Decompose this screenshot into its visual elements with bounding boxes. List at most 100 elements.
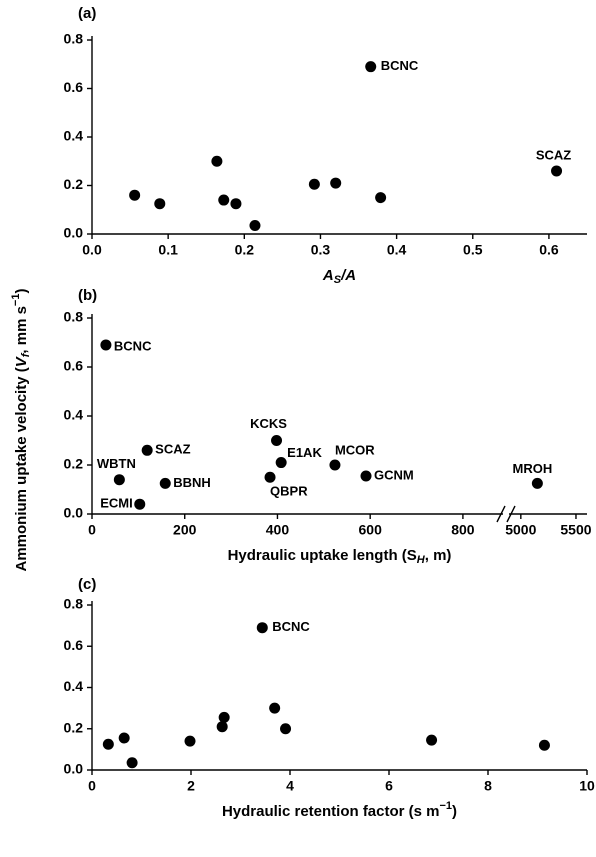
y-tick-label: 0.2: [64, 719, 84, 735]
y-axis-label-part: , mm s: [13, 306, 30, 354]
y-tick-label: 0.4: [64, 128, 84, 144]
x-axis-label: AS/A: [322, 267, 356, 286]
x-tick-label: 5000: [505, 522, 536, 538]
x-tick-label: 600: [359, 522, 383, 538]
point: [218, 711, 230, 723]
x-tick-label: 2: [187, 778, 195, 794]
point: [134, 498, 146, 510]
point: [271, 435, 283, 446]
x-axis-label: Hydraulic uptake length (SH, m): [228, 547, 452, 566]
y-tick-label: 0.8: [64, 309, 84, 325]
x-axis-label-part: A: [322, 267, 334, 284]
point-label: QBPR: [270, 484, 308, 499]
x-tick-label: 8: [484, 778, 492, 794]
y-axis-label-part: ): [13, 289, 30, 294]
y-tick-label: 0.0: [64, 761, 84, 777]
x-tick-label: 200: [173, 522, 197, 538]
point-label: WBTN: [97, 456, 136, 471]
x-axis-label: Hydraulic retention factor (s m−1): [222, 800, 457, 820]
point: [216, 721, 228, 733]
point: [308, 178, 320, 190]
point-label: BCNC: [381, 58, 419, 73]
point: [230, 198, 242, 210]
x-axis-label-part: S: [334, 274, 342, 286]
point: [269, 702, 281, 714]
point: [256, 622, 268, 634]
y-tick-label: 0.0: [64, 225, 84, 241]
point: [360, 470, 372, 482]
point-label: GCNM: [374, 467, 414, 482]
y-tick-label: 0.8: [64, 596, 84, 612]
point: [329, 459, 341, 471]
y-tick-label: 0.2: [64, 176, 84, 192]
x-axis-label-part: ): [452, 803, 457, 820]
x-tick-label: 0.3: [311, 242, 331, 258]
point: [531, 477, 543, 489]
x-axis-label-part: −1: [440, 800, 453, 812]
panel-label: (b): [78, 287, 97, 304]
point: [154, 198, 166, 210]
point: [211, 155, 223, 167]
point-label: MROH: [513, 461, 553, 476]
point-label: BCNC: [272, 619, 310, 634]
y-tick-label: 0.4: [64, 407, 84, 423]
point: [275, 457, 287, 469]
x-tick-label: 6: [385, 778, 393, 794]
point-label: BCNC: [114, 338, 152, 353]
x-axis-label-part: Hydraulic uptake length (S: [228, 547, 417, 564]
y-tick-label: 0.6: [64, 637, 84, 653]
y-tick-label: 0.0: [64, 505, 84, 521]
point: [113, 474, 125, 486]
x-tick-label: 0.2: [235, 242, 255, 258]
point: [264, 471, 276, 483]
point: [126, 757, 138, 769]
x-tick-label: 0.0: [82, 242, 102, 258]
point-label: ECMI: [100, 496, 133, 511]
point: [330, 177, 342, 189]
y-tick-label: 0.6: [64, 358, 84, 374]
point: [159, 477, 171, 489]
point-label: E1AK: [287, 445, 322, 460]
point: [375, 192, 387, 204]
y-axis-label-part: Ammonium uptake velocity (: [13, 367, 30, 571]
y-axis-label-part: −1: [10, 294, 22, 307]
point-label: MCOR: [335, 442, 375, 457]
point: [538, 739, 550, 751]
panel-label: (a): [78, 5, 96, 22]
axis-break: [496, 505, 506, 523]
point-label: SCAZ: [536, 147, 571, 162]
y-axis-label-part: V: [13, 355, 30, 367]
x-tick-label: 5500: [560, 522, 591, 538]
point: [102, 738, 114, 750]
x-tick-label: 0: [88, 778, 96, 794]
x-tick-label: 10: [579, 778, 595, 794]
point: [551, 165, 563, 177]
point-label: BBNH: [173, 475, 211, 490]
point: [218, 194, 230, 206]
x-tick-label: 4: [286, 778, 294, 794]
x-axis-label-part: /A: [340, 267, 356, 284]
point: [129, 189, 141, 201]
y-tick-label: 0.8: [64, 31, 84, 47]
point: [118, 732, 130, 744]
point: [249, 220, 261, 232]
panel-label: (c): [78, 576, 96, 593]
x-tick-label: 800: [451, 522, 475, 538]
point: [141, 444, 153, 456]
point: [184, 735, 196, 747]
point: [365, 61, 377, 73]
point: [280, 723, 292, 735]
y-tick-label: 0.2: [64, 456, 84, 472]
y-axis-label-part: f: [20, 352, 32, 357]
point-label: SCAZ: [155, 442, 190, 457]
point: [100, 339, 112, 351]
y-axis-label: Ammonium uptake velocity (Vf, mm s−1): [10, 289, 32, 572]
x-tick-label: 0.6: [539, 242, 559, 258]
point-label: KCKS: [250, 416, 287, 431]
x-tick-label: 400: [266, 522, 290, 538]
x-axis-label-part: H: [417, 554, 426, 566]
x-tick-label: 0: [88, 522, 96, 538]
axis-break: [506, 505, 516, 523]
x-axis-label-part: , m): [425, 547, 452, 564]
